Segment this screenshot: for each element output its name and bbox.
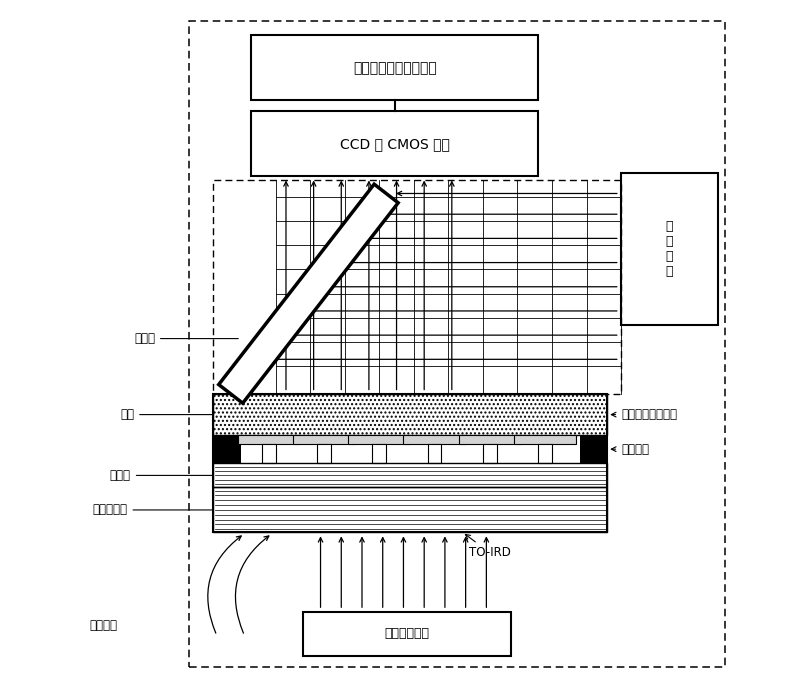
Text: 半透镜: 半透镜 bbox=[134, 332, 238, 345]
Bar bbox=[580, 435, 607, 463]
Bar bbox=[214, 394, 607, 532]
Bar bbox=[348, 435, 410, 444]
Text: 红外光学部分: 红外光学部分 bbox=[385, 627, 430, 641]
Text: CCD 或 CMOS 相机: CCD 或 CMOS 相机 bbox=[340, 137, 450, 151]
Text: 近
红
外
光: 近 红 外 光 bbox=[666, 220, 674, 278]
Text: 硅衬底: 硅衬底 bbox=[110, 469, 212, 482]
Bar bbox=[538, 444, 552, 463]
Bar bbox=[262, 444, 276, 463]
Bar bbox=[293, 435, 355, 444]
Bar bbox=[214, 180, 621, 394]
Text: 红外辐射: 红外辐射 bbox=[89, 619, 117, 632]
Bar bbox=[190, 21, 725, 667]
Bar bbox=[514, 435, 576, 444]
Bar bbox=[214, 394, 607, 435]
Bar bbox=[403, 435, 466, 444]
Bar bbox=[621, 173, 718, 325]
Text: 近红外光读出部分: 近红外光读出部分 bbox=[611, 408, 677, 421]
Bar bbox=[303, 612, 510, 656]
Bar bbox=[214, 435, 241, 463]
Bar bbox=[483, 444, 497, 463]
Bar bbox=[214, 487, 607, 532]
Bar bbox=[458, 435, 521, 444]
Text: 像素阵列: 像素阵列 bbox=[611, 443, 649, 455]
Bar bbox=[428, 444, 442, 463]
Bar bbox=[317, 444, 331, 463]
Text: 计算机图像采集及处理: 计算机图像采集及处理 bbox=[353, 61, 437, 75]
Text: TO-IRD: TO-IRD bbox=[466, 534, 511, 559]
Bar bbox=[372, 444, 386, 463]
Bar bbox=[238, 435, 300, 444]
Bar bbox=[251, 111, 538, 176]
Bar bbox=[214, 463, 607, 487]
Bar bbox=[251, 35, 538, 100]
Text: 红外滤光片: 红外滤光片 bbox=[93, 504, 212, 516]
Text: 玻璃: 玻璃 bbox=[120, 408, 212, 421]
Polygon shape bbox=[218, 184, 398, 403]
